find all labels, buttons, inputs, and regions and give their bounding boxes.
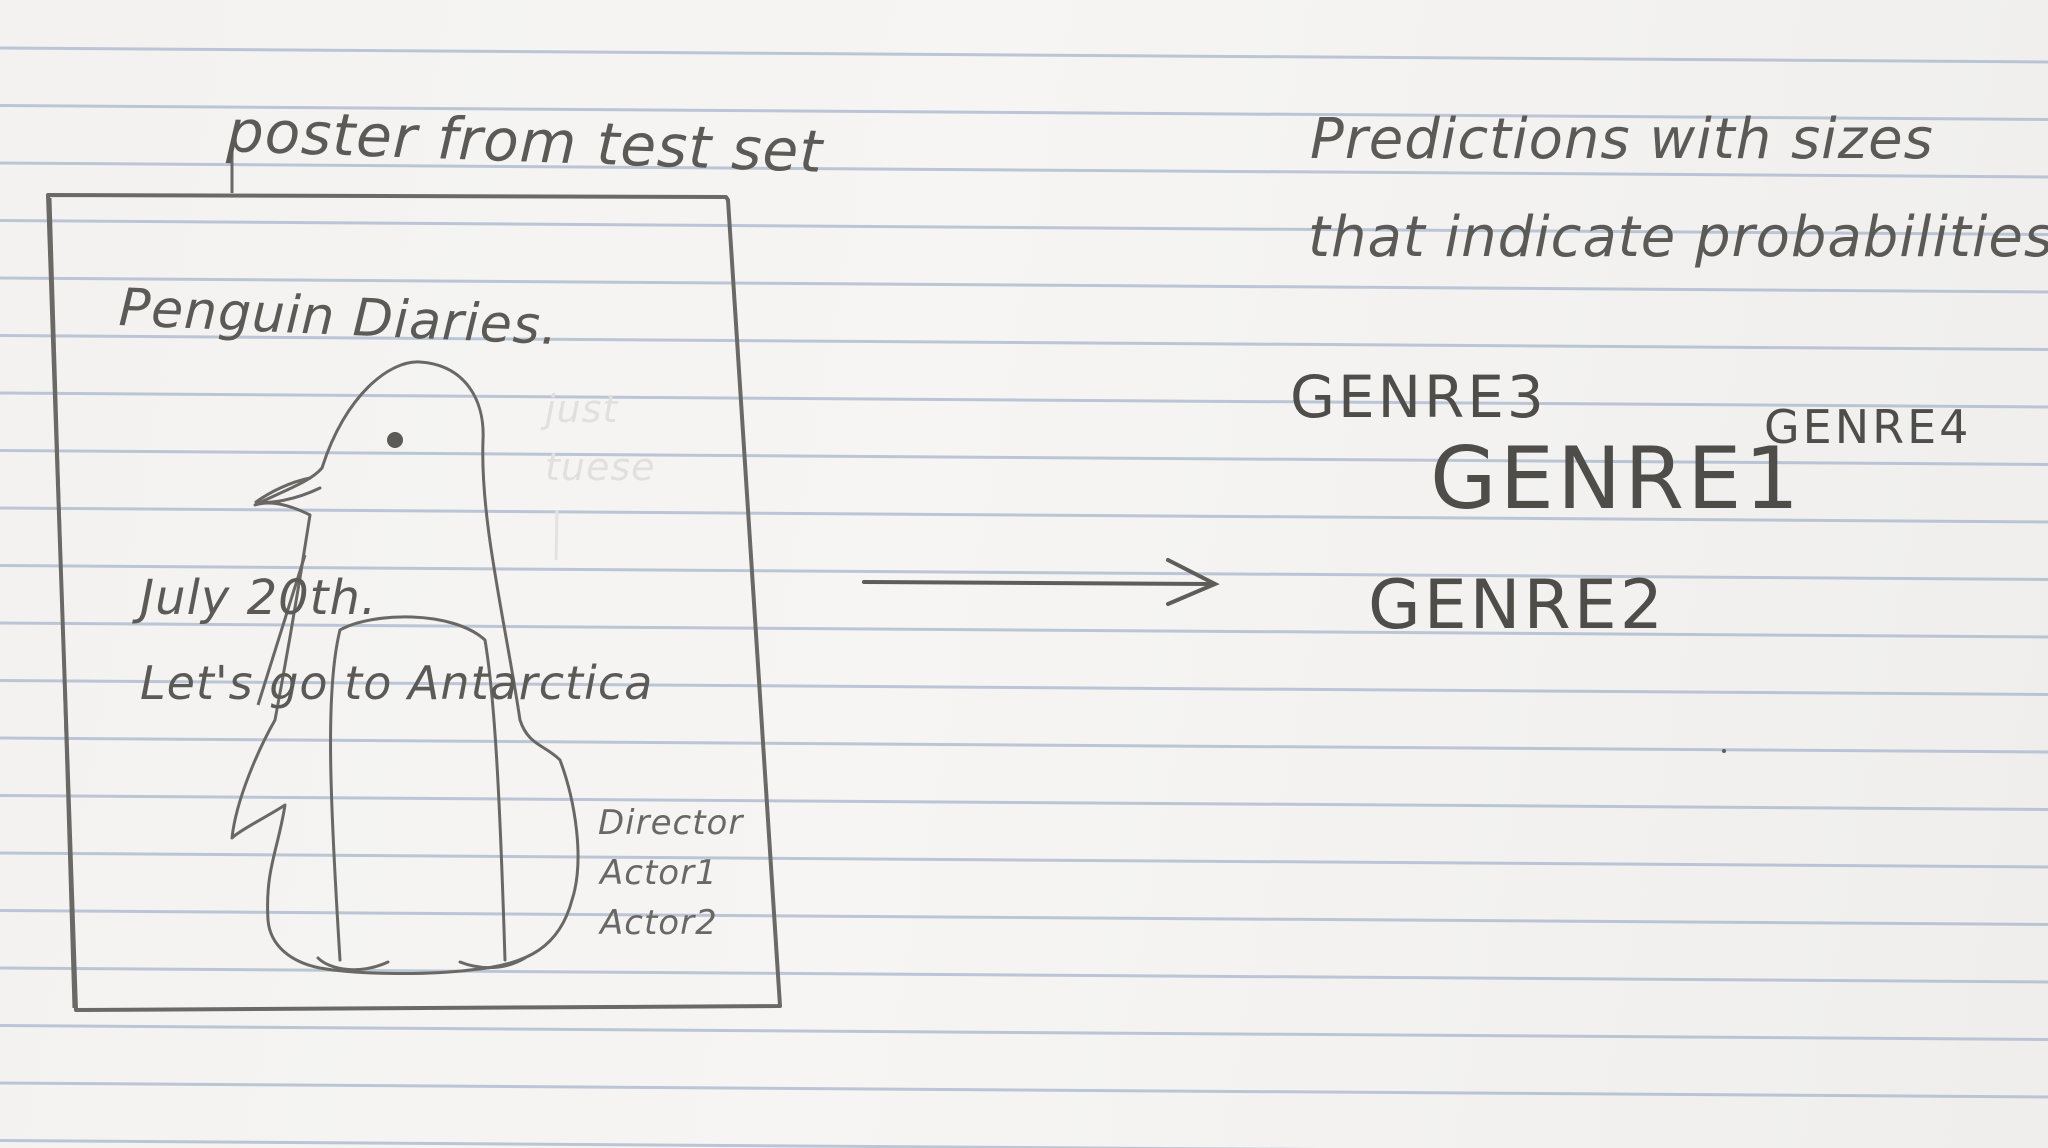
penguin-body-outline <box>230 360 580 976</box>
rule-line <box>0 909 2048 926</box>
penguin-feet-right <box>458 956 527 970</box>
penguin-beak <box>254 476 322 504</box>
genre-label-3: GENRE3 <box>1290 363 1547 431</box>
credit-actor1: Actor1 <box>600 853 718 893</box>
genre-label-2: GENRE2 <box>1368 566 1667 645</box>
poster-date: July 20th. <box>140 570 378 626</box>
penguin-belly <box>329 615 507 962</box>
rule-line <box>0 391 2048 409</box>
penguin-eye <box>387 432 403 448</box>
rule-line <box>0 161 2048 179</box>
predictions-caption-line2: that indicate probabilities <box>1308 205 2048 270</box>
genre-label-1: GENRE1 <box>1430 429 1803 529</box>
penguin-feet-left <box>316 956 390 972</box>
rule-line <box>0 736 2048 754</box>
poster-tagline: Let's go to Antarctica <box>140 656 654 710</box>
rule-line <box>0 564 2048 581</box>
rule-line <box>0 449 2048 466</box>
rule-line <box>0 276 2048 294</box>
credit-director: Director <box>598 803 744 843</box>
credit-actor2: Actor2 <box>600 903 718 943</box>
pencil-slash <box>256 554 307 706</box>
rule-line <box>0 679 2048 696</box>
penguin-drawing <box>230 360 580 976</box>
faint-note: tuese <box>545 445 656 489</box>
faint-erased-stroke <box>554 509 559 561</box>
rule-line <box>0 1024 2048 1041</box>
notebook-rule-lines <box>0 46 2048 1148</box>
arrow-icon <box>862 558 1220 606</box>
rule-line <box>0 1081 2048 1099</box>
genre-label-4: GENRE4 <box>1764 400 1972 454</box>
rule-line <box>0 1139 1317 1148</box>
rule-line <box>0 794 2048 811</box>
rule-line <box>0 506 2048 524</box>
rule-line <box>0 334 2048 351</box>
rule-line <box>0 621 2048 639</box>
predictions-caption-line1: Predictions with sizes <box>1310 107 1934 172</box>
faint-note: just <box>545 387 619 431</box>
rule-line <box>0 104 2048 121</box>
rule-line <box>0 219 2048 236</box>
rule-line <box>0 851 2048 869</box>
poster-frame-inner-line <box>48 197 76 1009</box>
rule-line <box>0 46 2048 64</box>
pencil-dot <box>1722 749 1726 753</box>
rule-line <box>0 966 2048 984</box>
